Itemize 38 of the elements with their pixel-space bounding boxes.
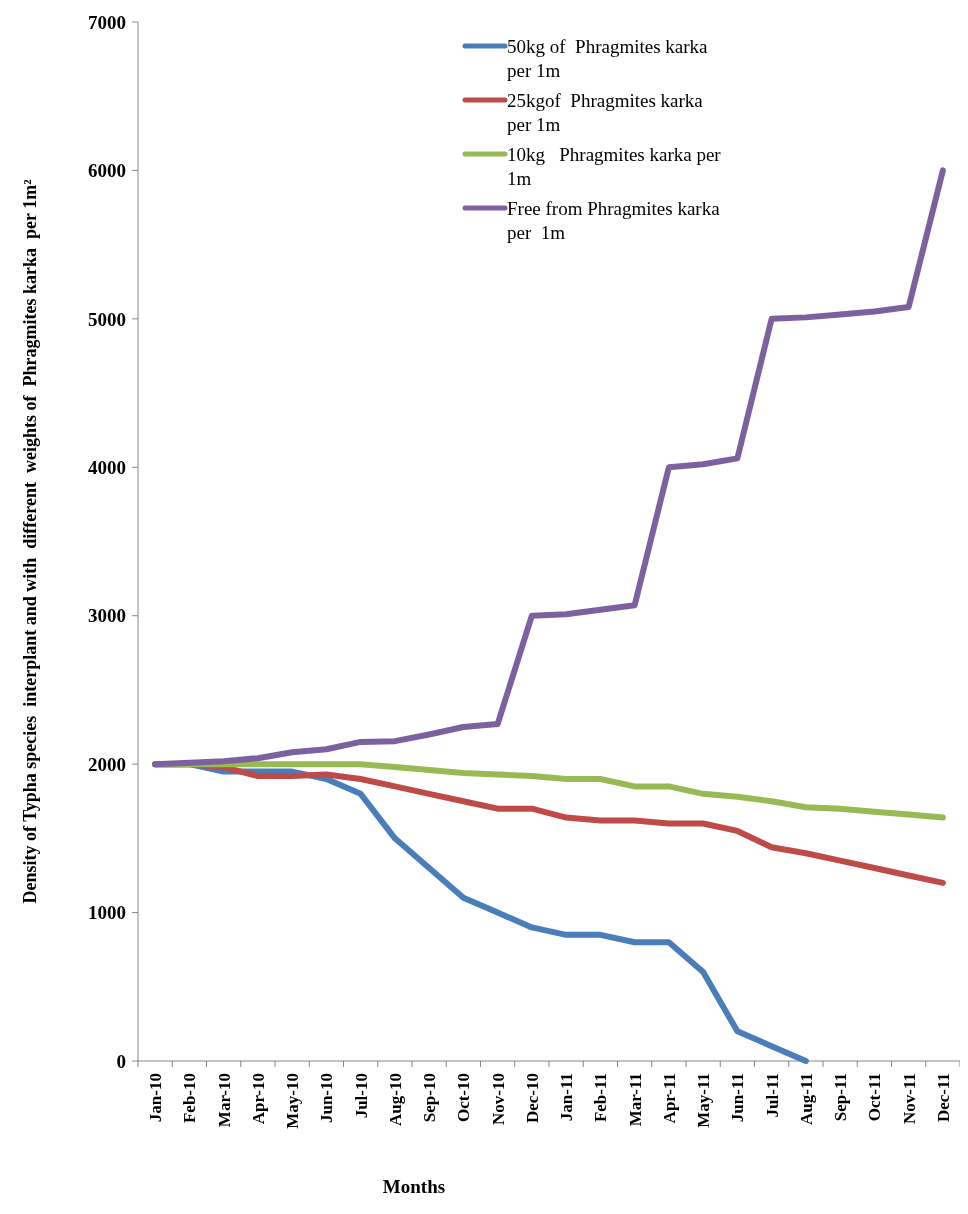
y-tick-label: 7000 [88,11,126,33]
legend-label: 25kgof Phragmites karka per 1m [507,90,704,135]
x-tick-label: Dec-11 [933,1073,953,1123]
y-tick-label: 6000 [88,160,126,182]
x-tick-label: Feb-11 [591,1073,611,1123]
x-tick-label: Oct-11 [865,1073,885,1122]
x-tick-label: Sep-10 [420,1073,440,1123]
y-tick-label: 4000 [88,456,126,478]
x-tick-label: Aug-11 [796,1073,816,1125]
x-tick-label: Nov-10 [488,1073,508,1125]
legend-label: 50kg of Phragmites karka per 1m [507,36,709,81]
x-tick-label: Dec-10 [522,1073,542,1124]
y-tick-label: 2000 [88,753,126,775]
x-tick-label: Mar-11 [625,1073,645,1127]
x-tick-label: Jun-10 [317,1073,337,1124]
x-tick-label: Nov-11 [899,1073,919,1124]
legend-label: 10kg Phragmites karka per 1m [507,144,722,189]
x-tick-label: Mar-10 [214,1073,234,1128]
x-tick-label: Jul-11 [762,1073,782,1118]
y-tick-label: 5000 [88,308,126,330]
y-tick-label: 0 [116,1050,126,1072]
x-tick-label: Apr-10 [248,1073,268,1125]
x-tick-label: May-10 [283,1073,303,1129]
x-tick-label: Apr-11 [659,1073,679,1124]
x-tick-label: Jul-10 [351,1073,371,1119]
x-tick-label: Jun-11 [728,1073,748,1123]
legend-label: Free from Phragmites karka per 1m [507,198,721,243]
x-tick-label: Feb-10 [180,1073,200,1124]
x-tick-label: May-11 [694,1073,714,1128]
x-tick-label: Jan-11 [557,1073,577,1122]
x-tick-label: Oct-10 [454,1073,474,1123]
x-tick-label: Aug-10 [385,1073,405,1126]
y-tick-label: 3000 [88,605,126,627]
x-axis-title: Months [382,1176,446,1197]
y-axis-title: Density of Typha species interplant and with different weights of Phragmites karka per 1m² [20,179,40,904]
y-tick-label: 1000 [88,902,126,924]
x-tick-label: Jan-10 [146,1073,166,1123]
x-tick-label: Sep-11 [831,1073,851,1122]
